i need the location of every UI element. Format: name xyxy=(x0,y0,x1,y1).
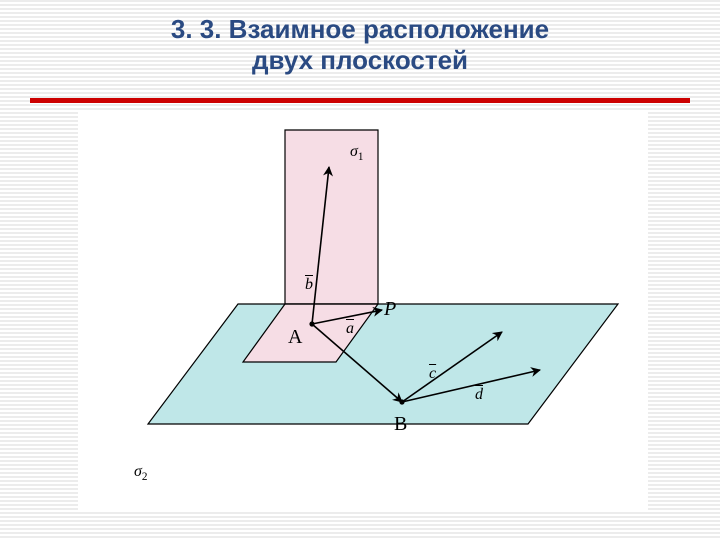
slide: 3. 3. Взаимное расположение двух плоскос… xyxy=(0,0,720,540)
slide-title: 3. 3. Взаимное расположение двух плоскос… xyxy=(0,14,720,76)
title-rule xyxy=(30,98,690,103)
label-sigma1: σ1 xyxy=(350,144,363,163)
label-vc: c xyxy=(429,366,436,382)
label-P: P xyxy=(384,299,396,319)
label-A: A xyxy=(288,327,302,347)
label-vb: b xyxy=(305,277,313,293)
label-vd: d xyxy=(475,387,483,403)
label-sigma2: σ2 xyxy=(134,464,147,483)
label-va: a xyxy=(346,321,354,337)
diagram-panel: σ1 σ2 A P B b a c d xyxy=(78,112,648,510)
label-B: B xyxy=(394,414,407,434)
planes-diagram xyxy=(78,112,648,510)
